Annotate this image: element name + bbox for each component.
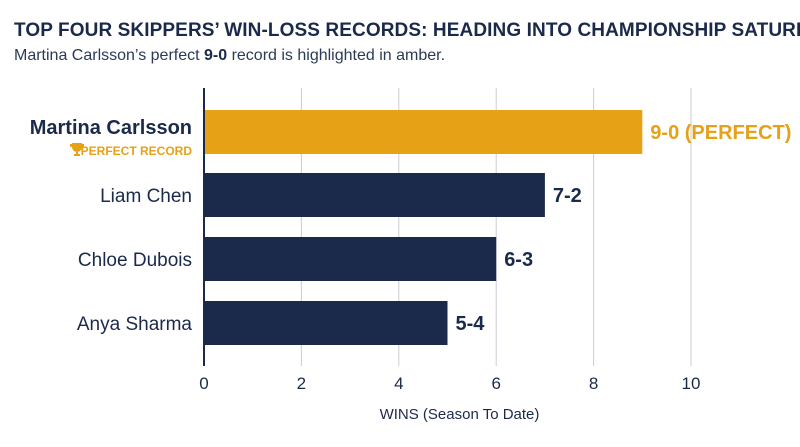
labels: 0 2 4 6 8 10 Martina Carlsson 9-0 (PERFECT) PERF… (30, 117, 792, 393)
bar-liam-chen (204, 173, 545, 217)
category-label: Chloe Dubois (78, 250, 192, 271)
perfect-record-badge: PERFECT RECORD (81, 144, 193, 158)
trophy-icon (69, 143, 85, 156)
bar-chloe-dubois (204, 237, 497, 281)
bar-martina-carlsson (204, 110, 643, 154)
chart-title: TOP FOUR SKIPPERS’ WIN-LOSS RECORDS: HEA… (14, 20, 800, 41)
bars (204, 110, 643, 345)
data-label: 9-0 (PERFECT) (650, 122, 791, 144)
data-label: 6-3 (504, 249, 533, 271)
data-label: 7-2 (553, 185, 582, 207)
x-axis-label: WINS (Season To Date) (380, 406, 540, 423)
x-tick-label-4: 4 (394, 374, 403, 393)
x-tick-label-8: 8 (589, 374, 598, 393)
x-tick-label-6: 6 (491, 374, 500, 393)
bar-anya-sharma (204, 301, 448, 345)
data-label: 5-4 (456, 313, 486, 335)
x-tick-label-2: 2 (297, 374, 306, 393)
x-tick-label-0: 0 (199, 374, 208, 393)
category-label: Liam Chen (100, 186, 192, 207)
x-tick-label-10: 10 (682, 374, 701, 393)
subtitle-text-start: Martina Carlsson’s perfect (14, 47, 204, 64)
category-label: Martina Carlsson (30, 117, 192, 139)
subtitle-text-end: record is highlighted in amber. (227, 47, 446, 64)
chart-subtitle: Martina Carlsson’s perfect 9-0 record is… (14, 47, 445, 65)
subtitle-record-highlight: 9-0 (204, 47, 228, 64)
category-label: Anya Sharma (77, 314, 193, 335)
